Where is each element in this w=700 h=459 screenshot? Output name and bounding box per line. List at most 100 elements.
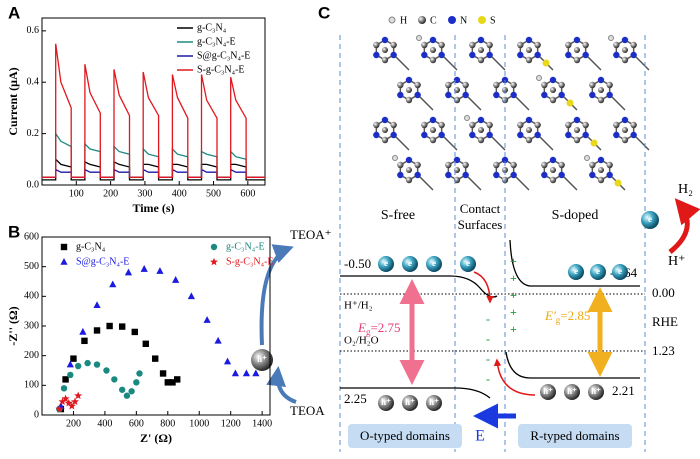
atom-n — [534, 51, 541, 59]
atom-c — [429, 136, 437, 144]
atom-c — [526, 47, 532, 53]
electron — [612, 264, 628, 280]
atom-n — [445, 91, 452, 99]
domain-box — [518, 424, 632, 448]
point — [252, 369, 260, 377]
atom-n — [405, 156, 413, 164]
minus: - — [486, 372, 490, 386]
gap-symbol: E — [357, 320, 366, 335]
atom-c — [462, 81, 469, 89]
atom-c — [558, 161, 565, 169]
atom-c — [414, 81, 421, 89]
point — [111, 376, 118, 383]
bond — [514, 175, 530, 191]
atom-n — [573, 116, 581, 124]
atom-c — [573, 136, 581, 144]
y-tick-label: 0.4 — [27, 77, 40, 88]
point — [66, 360, 74, 368]
hole — [402, 395, 418, 411]
point — [67, 371, 74, 379]
product: H₂ — [678, 182, 693, 197]
level-label: 2.25 — [344, 391, 367, 406]
series-line — [42, 43, 265, 178]
atom-c — [477, 136, 485, 144]
point — [118, 323, 126, 330]
legend-label: g-C₃N₄ — [197, 22, 227, 33]
atom-c — [534, 41, 541, 49]
electron-label: e — [648, 214, 652, 224]
atom-n — [414, 171, 421, 179]
atom-c — [430, 47, 436, 53]
point — [223, 357, 232, 365]
legend-label: g-C₃N₄-E — [197, 36, 236, 47]
atom-n — [486, 51, 493, 59]
atom-c — [550, 87, 556, 93]
atom-c — [630, 121, 637, 129]
reagent: TEOA⁺ — [290, 227, 332, 242]
y-tick-label: 0 — [34, 409, 39, 420]
atom-c — [469, 121, 476, 129]
point — [242, 369, 251, 377]
atom-c — [525, 56, 533, 64]
bond — [418, 95, 434, 111]
atom-c — [486, 41, 493, 49]
x-tick-label: 200 — [103, 188, 118, 199]
point — [93, 301, 101, 309]
atom-n — [421, 51, 428, 59]
point — [231, 369, 240, 377]
atom-s — [542, 59, 550, 67]
bond — [466, 175, 482, 191]
legend-label: S@g-C₃N₄-E — [197, 50, 250, 61]
atom-n — [397, 171, 404, 179]
atom-c — [373, 121, 380, 129]
hole-label: h⁺ — [381, 397, 391, 407]
panel-label: B — [8, 222, 20, 241]
atom-c — [381, 56, 389, 64]
electron-label: e — [596, 266, 600, 276]
plus: + — [510, 305, 517, 319]
point — [58, 397, 67, 406]
hole-label: h⁺ — [257, 354, 267, 364]
y-tick-label: 600 — [24, 231, 39, 242]
charges: + + + + + - - - - — [486, 254, 517, 386]
point — [174, 376, 181, 383]
point — [55, 404, 64, 413]
hole — [378, 395, 394, 411]
atom-c — [438, 121, 445, 129]
x-tick-label: 1400 — [252, 418, 272, 429]
atom-n — [448, 16, 456, 24]
atom-label: N — [460, 15, 467, 26]
field-label: E — [475, 428, 485, 445]
electron — [641, 211, 659, 229]
point — [203, 316, 211, 323]
bond — [634, 135, 650, 151]
hole-label: h⁺ — [591, 386, 601, 396]
hole-label: h⁺ — [405, 397, 415, 407]
atom-c — [565, 121, 572, 129]
point — [74, 391, 83, 400]
atom-n — [589, 171, 596, 179]
bond — [562, 175, 578, 191]
point — [128, 388, 135, 395]
point — [61, 394, 70, 403]
gap-sub: g — [556, 315, 561, 325]
atom-c — [445, 161, 452, 169]
x-tick-label: 800 — [160, 418, 175, 429]
bond — [586, 55, 602, 71]
atom-c — [390, 121, 397, 129]
atom-h — [584, 155, 590, 161]
hole — [426, 395, 442, 411]
x-tick-label: 400 — [97, 418, 112, 429]
atom-h — [536, 75, 542, 81]
electron-label: e — [574, 266, 578, 276]
atom-n — [606, 171, 613, 179]
x-tick-label: 500 — [206, 188, 221, 199]
point — [60, 243, 68, 251]
bond — [394, 55, 410, 71]
hole — [588, 384, 604, 400]
atom-n — [469, 51, 476, 59]
point — [164, 379, 171, 386]
carriers: e e e e e e e h⁺ h⁺ h⁺ h⁺ h⁺ h⁺ e h⁺ — [251, 211, 659, 411]
atom-c — [525, 136, 533, 144]
electron-label: e — [384, 258, 388, 268]
